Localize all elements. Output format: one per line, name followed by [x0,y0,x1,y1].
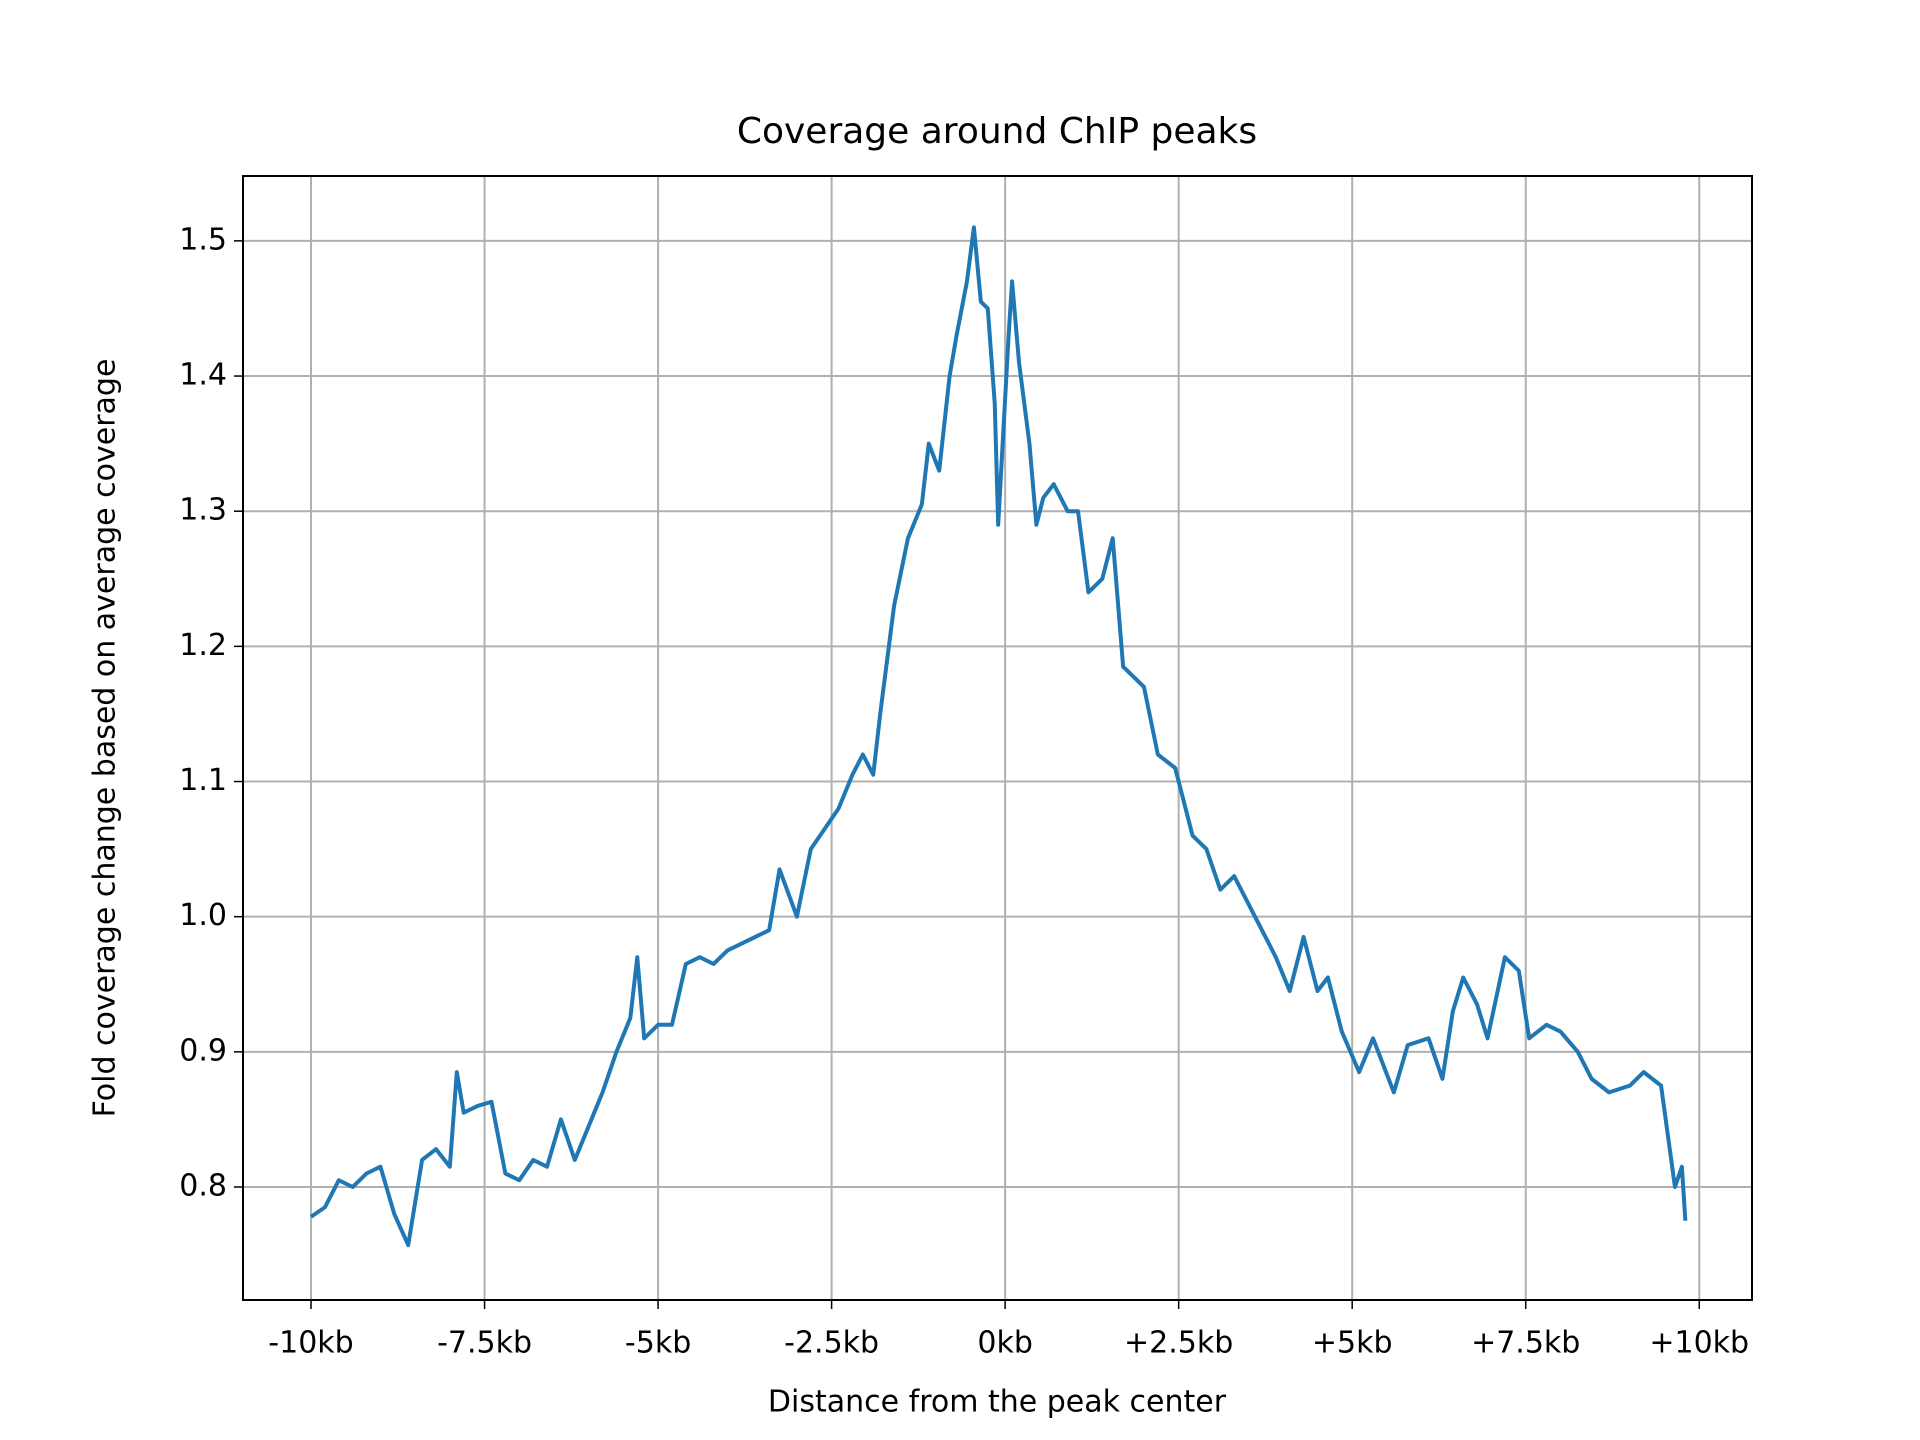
y-tick-label: 0.8 [179,1169,227,1204]
y-tick-label: 0.9 [179,1033,227,1068]
x-tick-label: +5kb [1312,1326,1393,1361]
plot-frame [242,175,1753,1301]
y-tick-label: 1.1 [179,763,227,798]
data-line [309,225,1688,1248]
x-tick-label: +2.5kb [1124,1326,1233,1361]
x-tick-label: +7.5kb [1471,1326,1580,1361]
y-tick-label: 1.3 [179,493,227,528]
x-axis-label: Distance from the peak center [768,1385,1227,1420]
x-tick-label: -7.5kb [437,1326,532,1361]
x-tick-label: -5kb [625,1326,691,1361]
x-tick-label: -2.5kb [784,1326,879,1361]
x-tick-label: 0kb [977,1326,1033,1361]
x-tick-label: +10kb [1649,1326,1749,1361]
y-tick-label: 1.2 [179,628,227,663]
chart-title: Coverage around ChIP peaks [737,111,1257,152]
y-tick-label: 1.0 [179,898,227,933]
y-tick-label: 1.4 [179,358,227,393]
y-tick-label: 1.5 [179,222,227,257]
y-axis-label: Fold coverage change based on average co… [88,359,123,1118]
x-tick-label: -10kb [268,1326,353,1361]
